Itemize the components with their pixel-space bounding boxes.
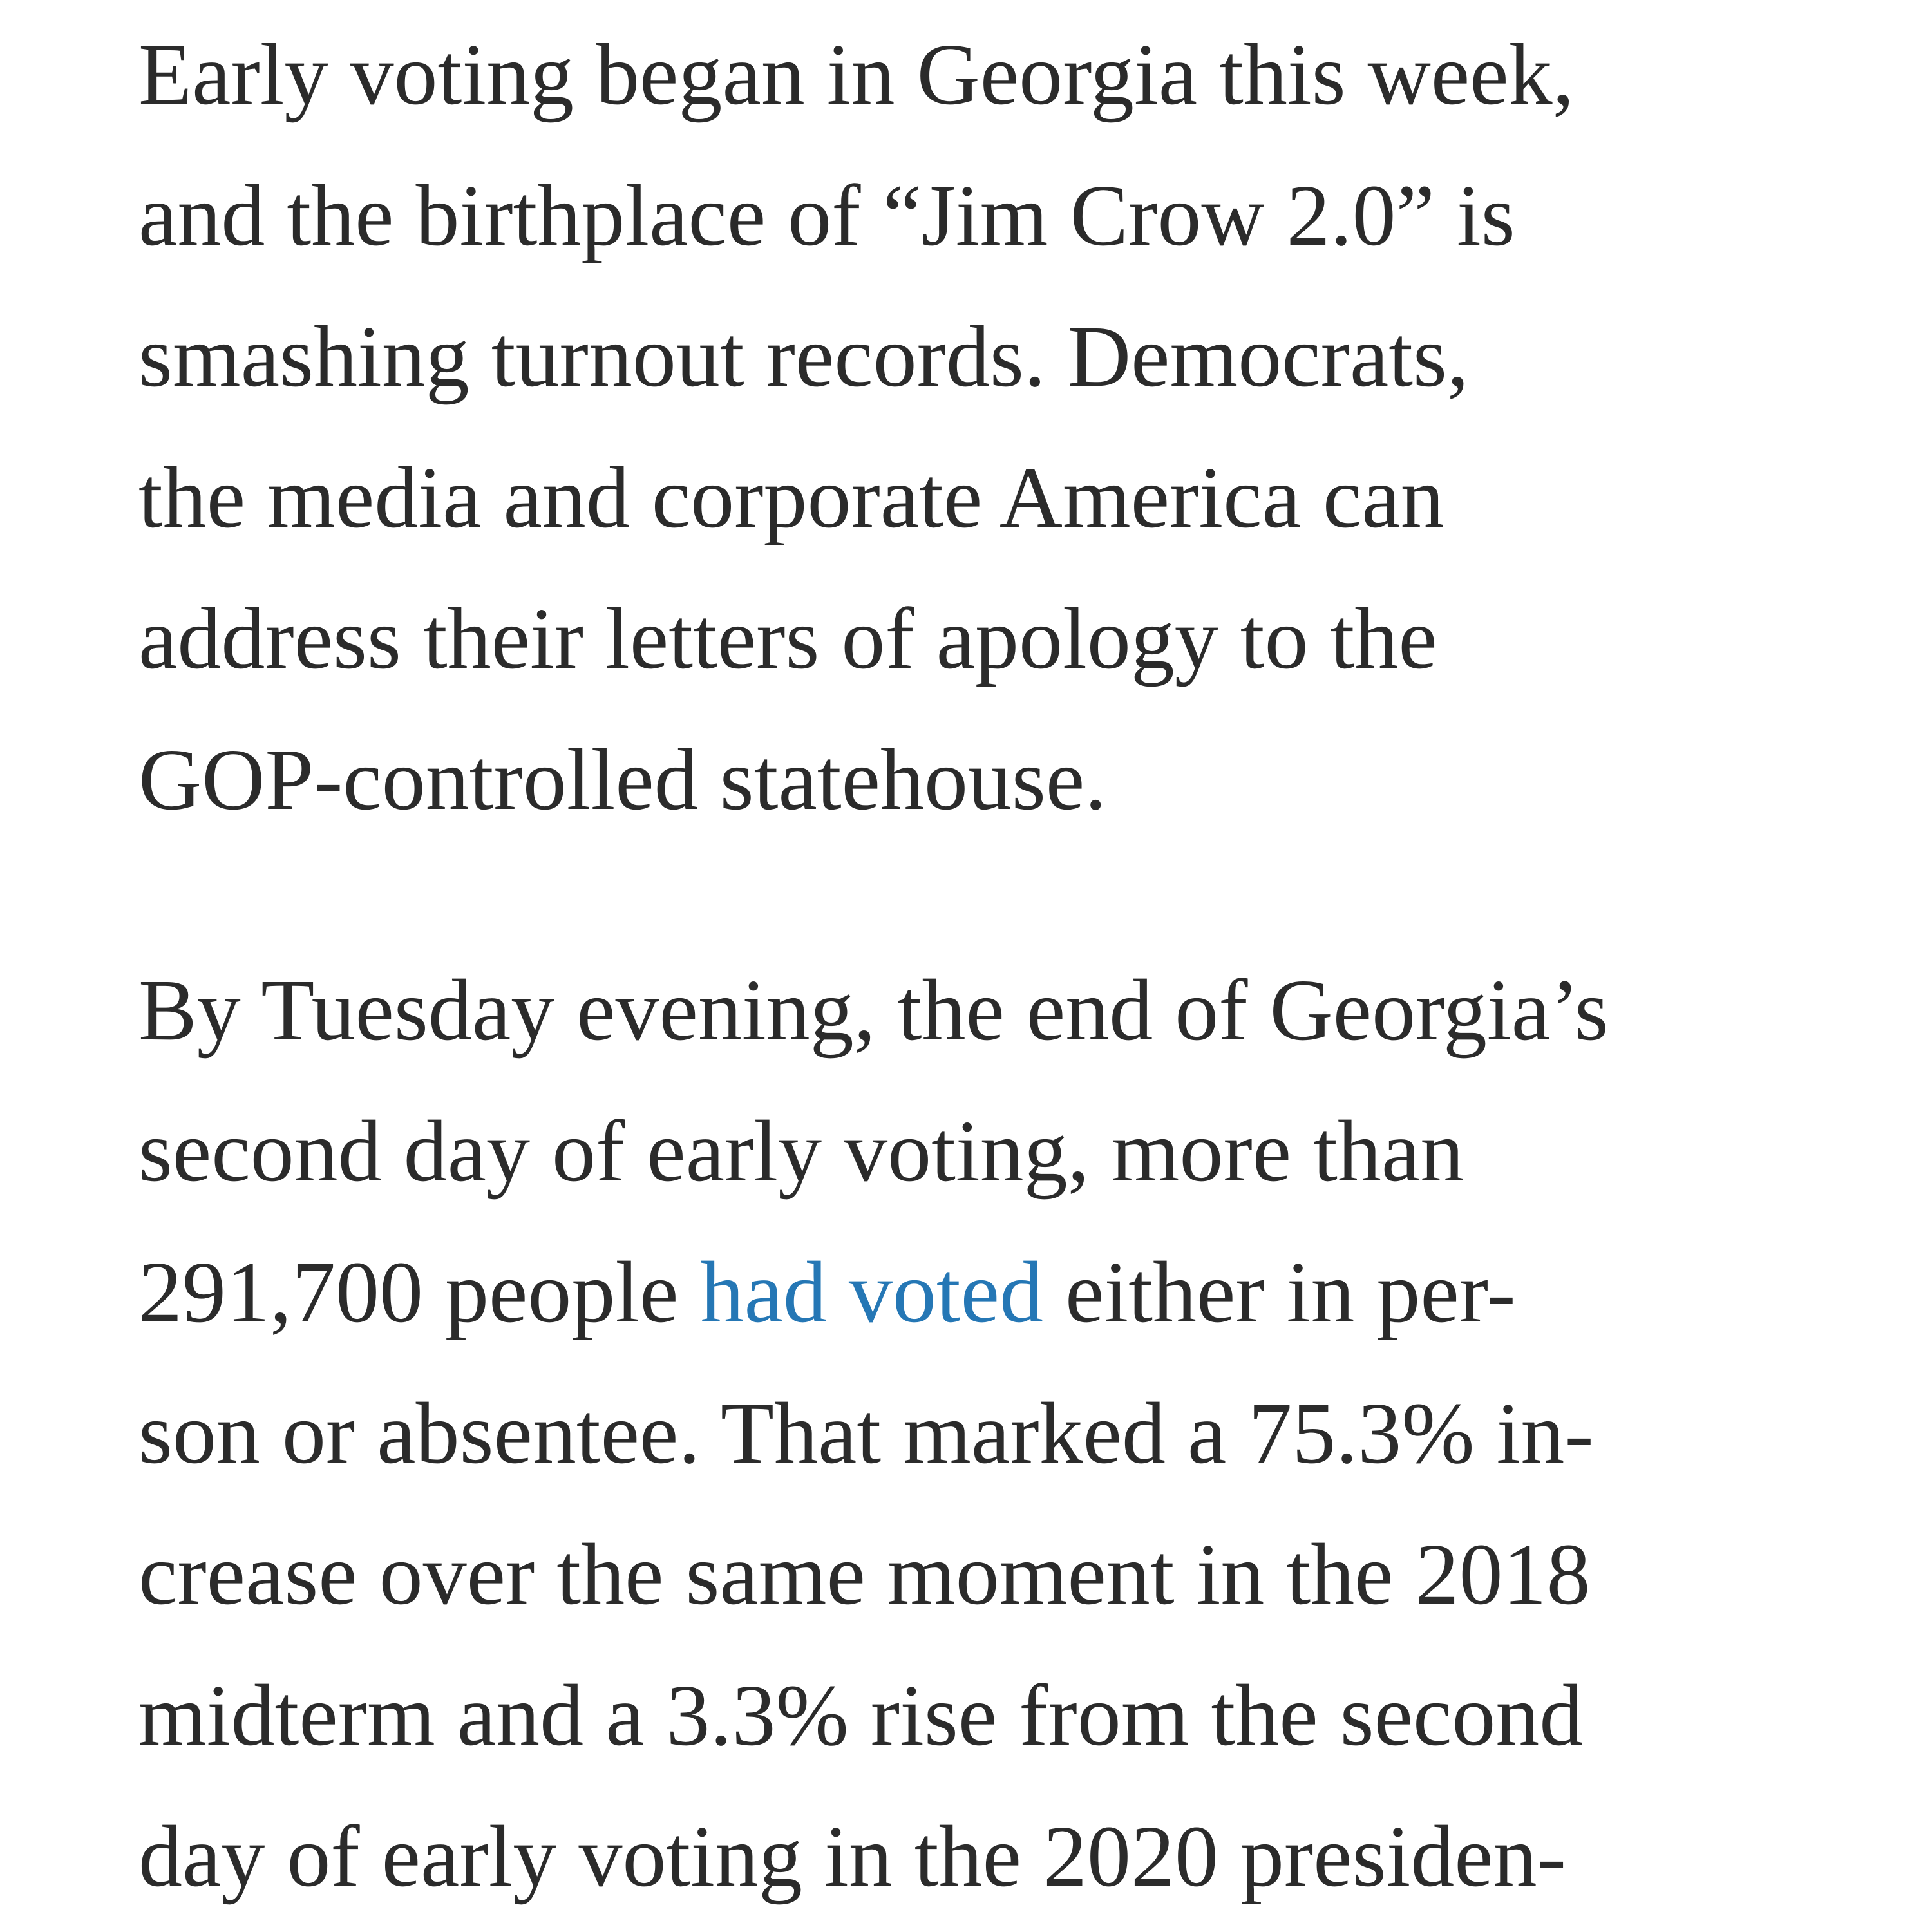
text-line: By Tuesday evening, the end of Georgia’s	[138, 962, 1609, 1059]
text-segment: 291,700 people	[138, 1244, 701, 1341]
text-line: day of early voting in the 2020 presiden…	[138, 1808, 1566, 1905]
paragraph-2: By Tuesday evening, the end of Georgia’s…	[138, 940, 1893, 1927]
text-line: midterm and a 3.3% rise from the second	[138, 1667, 1584, 1764]
text-line: smashing turnout records. Democrats,	[138, 308, 1469, 405]
text-line: GOP-controlled statehouse.	[138, 732, 1107, 828]
text-line-with-link: 291,700 people had voted either in per-	[138, 1222, 1893, 1363]
text-line: address their letters of apology to the	[138, 591, 1437, 687]
text-line: and the birthplace of “Jim Crow 2.0” is	[138, 167, 1515, 264]
text-line: crease over the same moment in the 2018	[138, 1526, 1591, 1623]
text-line: son or absentee. That marked a 75.3% in-	[138, 1385, 1594, 1482]
text-line: the media and corporate America can	[138, 450, 1444, 546]
text-segment: either in per-	[1043, 1244, 1516, 1341]
text-line: Early voting began in Georgia this week,	[138, 26, 1575, 123]
text-line: second day of early voting, more than	[138, 1103, 1464, 1200]
paragraph-1: Early voting began in Georgia this week,…	[138, 5, 1893, 851]
had-voted-link[interactable]: had voted	[700, 1244, 1044, 1341]
